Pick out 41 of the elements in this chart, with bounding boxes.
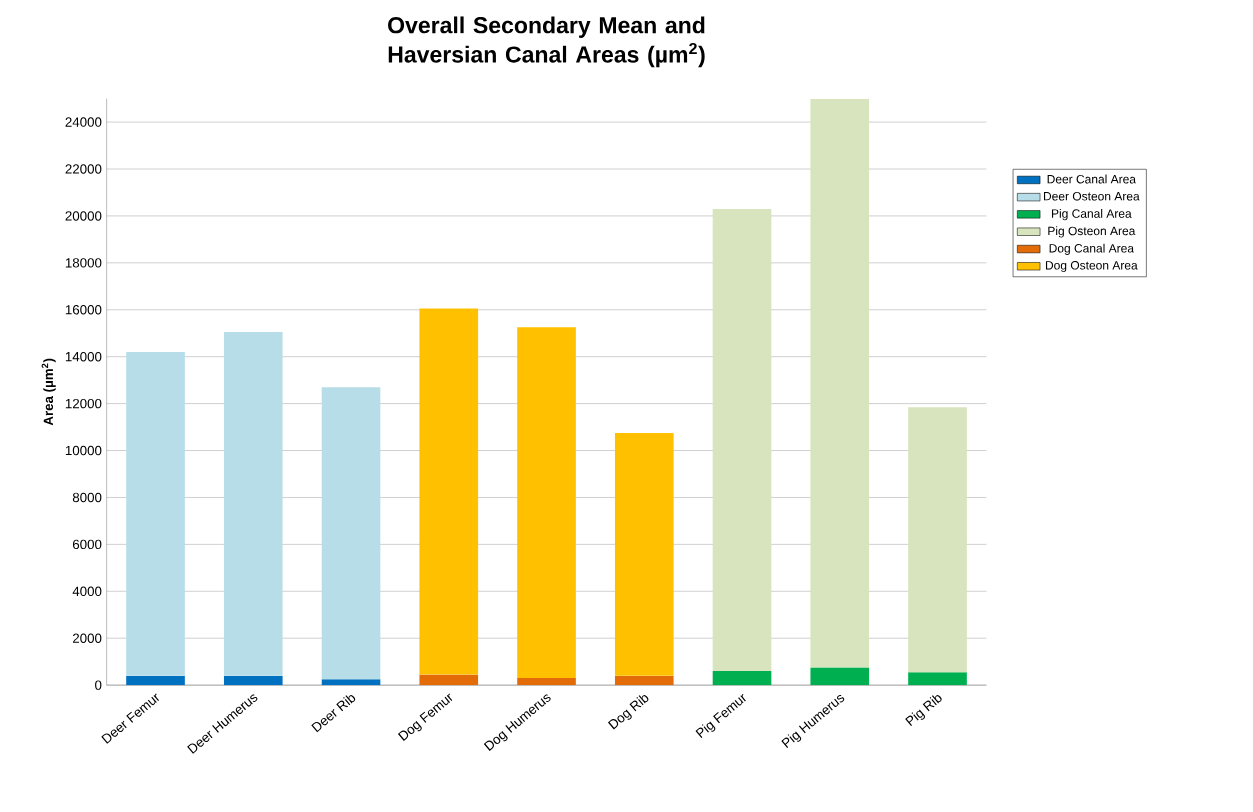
y-tick-label: 14000	[65, 352, 102, 362]
bar	[223, 675, 283, 686]
chart-title: Overall Secondary Mean and Haversian Canal Areas (µm$^{2}$)	[388, 16, 705, 68]
bar	[126, 675, 185, 686]
bar	[908, 407, 967, 673]
bar	[419, 674, 479, 686]
y-tick-label: 4000	[72, 586, 102, 597]
y-tick-label: 0	[95, 680, 102, 690]
bar	[614, 433, 674, 676]
legend-label: Deer Canal Area	[1047, 174, 1136, 184]
y-tick-label: 18000	[65, 258, 102, 268]
bar	[614, 675, 674, 686]
legend-label: Pig Canal Area	[1051, 209, 1132, 221]
y-tick-label: 24000	[65, 117, 102, 127]
x-tick-label: Dog Rib	[607, 695, 649, 730]
legend-label: Dog Canal Area	[1049, 243, 1134, 256]
bar	[712, 209, 772, 672]
y-tick-label: 12000	[65, 399, 102, 409]
y-tick-label: 8000	[72, 492, 102, 503]
bar	[321, 679, 381, 686]
bar	[810, 667, 870, 686]
y-tick-label: 20000	[65, 211, 102, 221]
bar	[126, 352, 185, 676]
y-tick-label: 22000	[65, 164, 102, 174]
x-tick-label: Pig Rib	[905, 695, 942, 727]
bar	[419, 308, 479, 675]
bar	[223, 332, 283, 676]
y-tick-label: 10000	[65, 445, 102, 456]
bar	[517, 678, 576, 686]
y-axis-title: Area (µm$^{2}$)	[41, 358, 56, 426]
bar	[810, 98, 870, 668]
bar	[517, 327, 576, 679]
bar	[321, 387, 381, 680]
legend-label: Deer Osteon Area	[1043, 192, 1140, 201]
legend-label: Pig Osteon Area	[1048, 226, 1136, 238]
bar	[712, 671, 772, 686]
bar	[908, 672, 967, 686]
y-tick-label: 2000	[72, 633, 102, 644]
y-tick-label: 16000	[65, 305, 102, 315]
y-tick-label: 6000	[72, 539, 102, 550]
legend-label: Dog Osteon Area	[1045, 261, 1138, 273]
